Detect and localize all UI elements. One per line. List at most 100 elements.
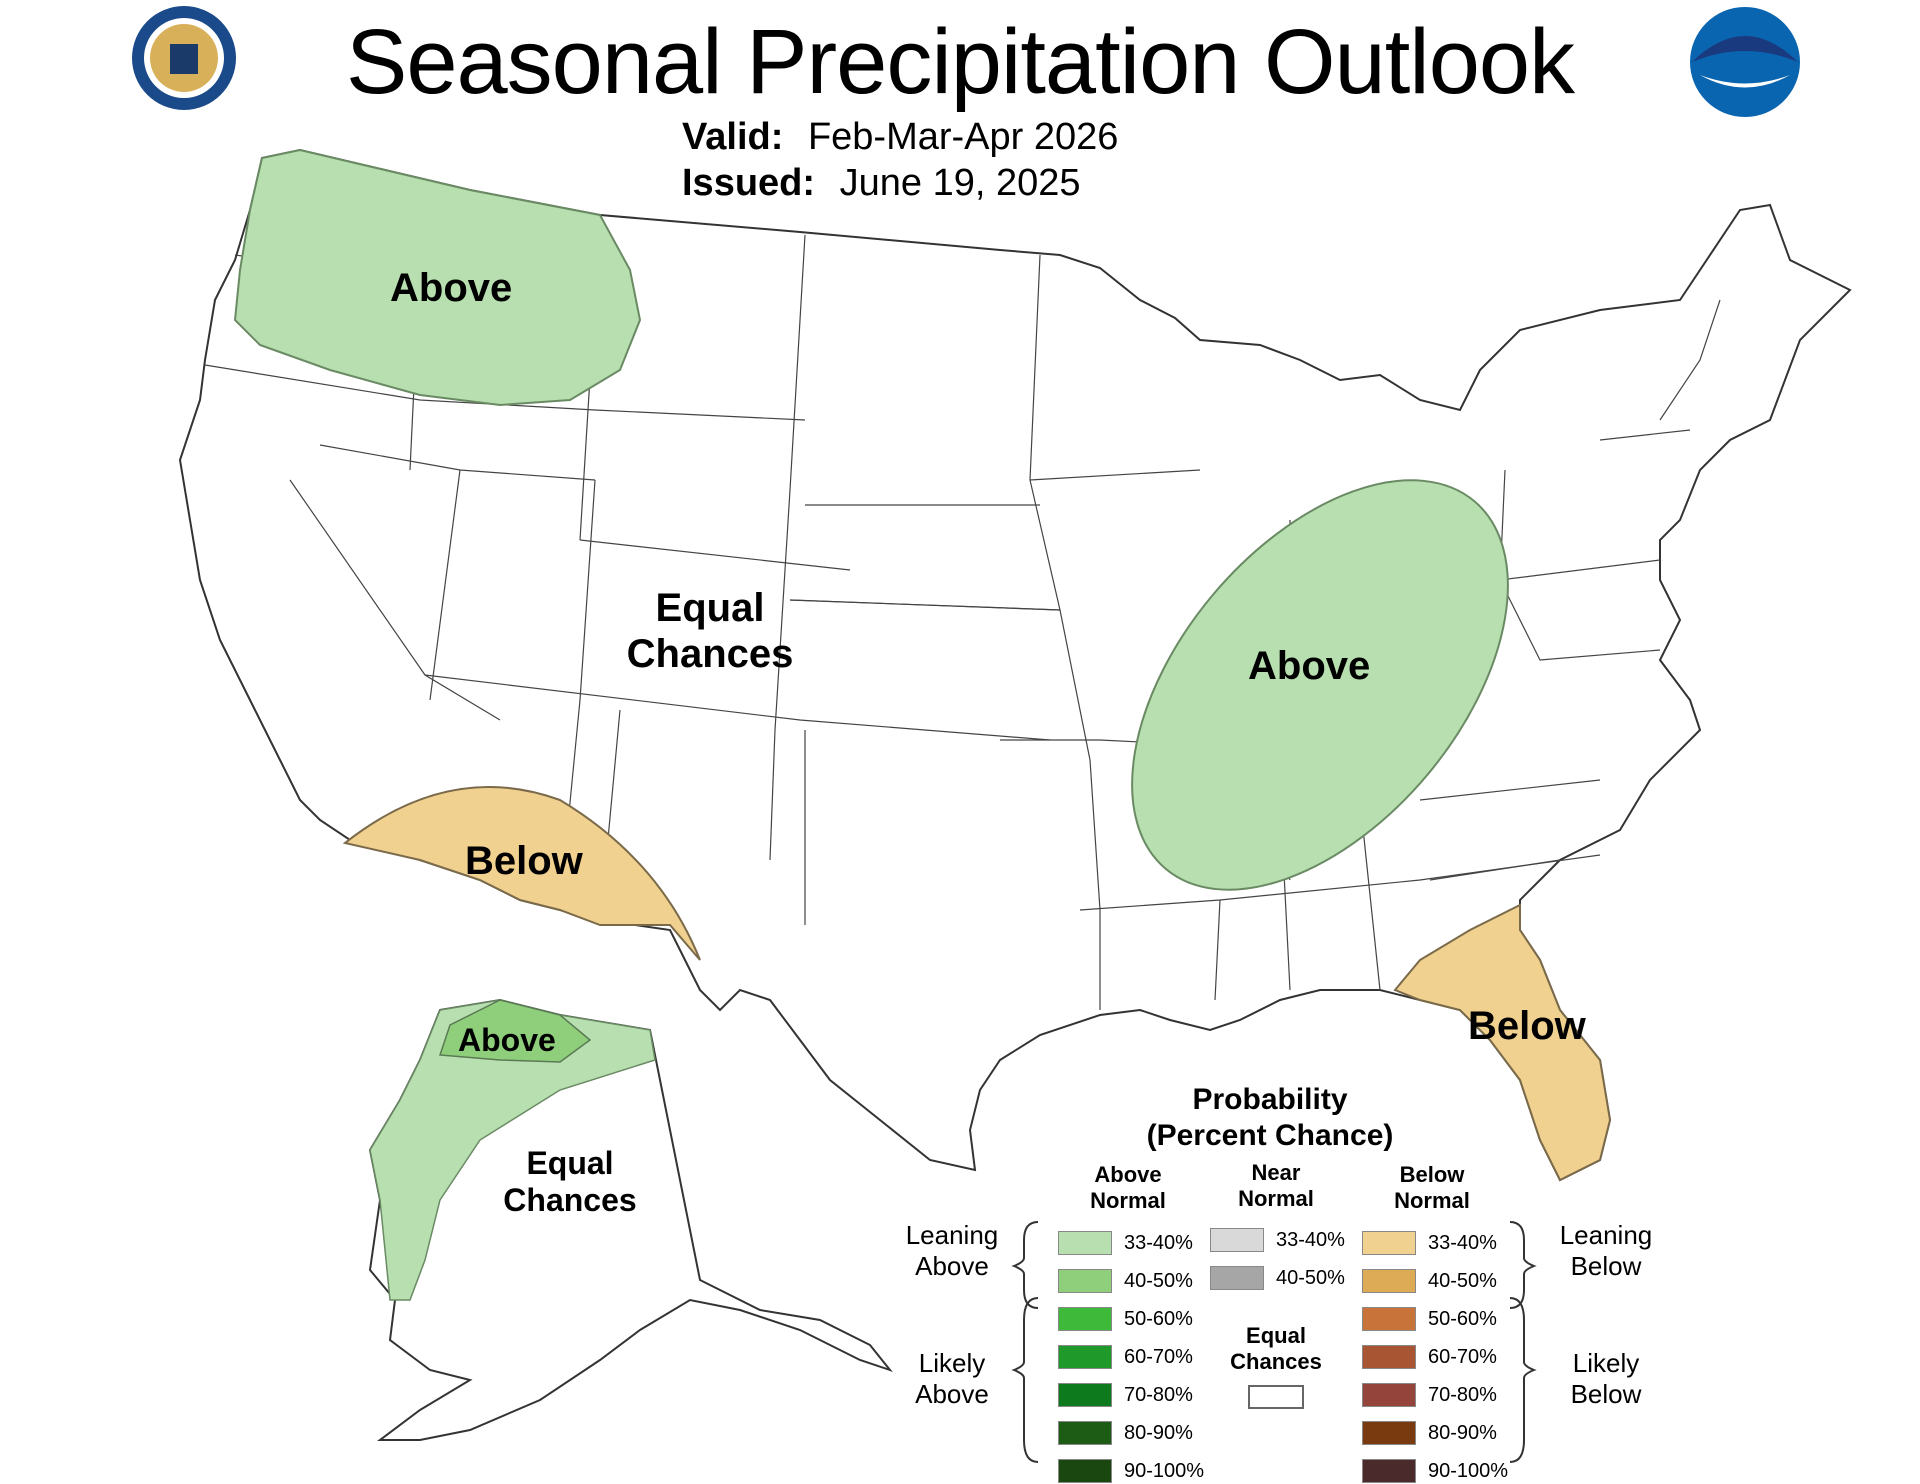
legend-below-row: 80-90% [1362,1420,1497,1446]
region-southwest-below [342,786,701,961]
label-west: Equal Chances [626,586,794,676]
legend-below-range-label: 50-60% [1428,1307,1497,1330]
legend-above-row: 80-90% [1058,1420,1193,1446]
legend-above-row: 60-70% [1058,1344,1193,1370]
region-northwest-above [233,148,642,407]
legend-below-swatch [1362,1383,1416,1407]
above-head-line2: Normal [1090,1188,1166,1214]
legend-above-row: 50-60% [1058,1306,1193,1332]
likely-above-line1: Likely [918,1348,986,1378]
page-title: Seasonal Precipitation Outlook [345,11,1575,113]
leaning-below-line2: Below [1570,1251,1642,1282]
legend-below-swatch [1362,1307,1416,1331]
legend-above-swatch [1058,1269,1112,1293]
region-ohio-valley-above [1131,479,1509,891]
legend-below-range-label: 40-50% [1428,1269,1497,1292]
legend-title-line2: (Percent Chance) [1146,1119,1394,1152]
legend-above-row: 90-100% [1058,1458,1204,1484]
legend-above-swatch [1058,1421,1112,1445]
valid-label: Valid: [682,116,784,158]
equal-chances-legend-label: Equal Chances [1216,1323,1336,1376]
equal-line1: Equal [1246,1323,1306,1348]
legend-below-range-label: 70-80% [1428,1383,1497,1406]
legend-above-swatch [1058,1345,1112,1369]
likely-above-label: Likely Above [892,1348,1012,1410]
commerce-seal [132,6,236,110]
legend-above-row: 33-40% [1058,1230,1193,1256]
legend-braces [1011,1221,1537,1463]
equal-chances-swatch [1248,1385,1304,1409]
label-alaska-interior: Equal Chances [503,1145,637,1218]
equal-line2: Chances [1230,1349,1322,1375]
below-normal-head: Below Normal [1372,1162,1492,1215]
leaning-below-label: Leaning Below [1546,1220,1666,1282]
leaning-above-label: Leaning Above [892,1220,1012,1282]
issued-value: June 19, 2025 [839,162,1081,204]
legend-near-swatch [1210,1266,1264,1290]
label-florida: Below [1468,1004,1586,1048]
legend-near-range-label: 33-40% [1276,1228,1345,1251]
legend-above-range-label: 33-40% [1124,1231,1193,1254]
legend-below-swatch [1362,1269,1416,1293]
legend-above-swatch [1058,1307,1112,1331]
label-northwest: Above [390,266,513,310]
legend-above-swatch [1058,1383,1112,1407]
legend-above-row: 40-50% [1058,1268,1193,1294]
near-head-line1: Near [1251,1160,1301,1185]
likely-below-line1: Likely [1572,1348,1640,1378]
label-southwest: Below [465,839,583,883]
legend-near-row: 33-40% [1210,1227,1345,1253]
above-normal-head: Above Normal [1068,1162,1188,1215]
legend-above-swatch [1058,1231,1112,1255]
legend-above-range-label: 70-80% [1124,1383,1193,1406]
valid-value: Feb-Mar-Apr 2026 [807,116,1119,158]
legend-below-row: 40-50% [1362,1268,1497,1294]
legend-above-range-label: 40-50% [1124,1269,1193,1292]
below-head-line2: Normal [1394,1188,1470,1214]
below-head-line1: Below [1399,1162,1465,1187]
issued-label: Issued: [682,162,816,204]
legend-below-range-label: 90-100% [1428,1459,1509,1482]
label-ohio-valley: Above [1248,644,1371,688]
legend-below-row: 60-70% [1362,1344,1497,1370]
leaning-above-line2: Above [915,1251,989,1282]
legend-below-swatch [1362,1459,1416,1483]
noaa-logo [1690,7,1800,117]
legend-above-swatch [1058,1459,1112,1483]
likely-below-line2: Below [1570,1379,1642,1410]
likely-above-line2: Above [915,1379,989,1410]
legend-above-range-label: 90-100% [1124,1459,1205,1482]
valid-row: Valid: Feb-Mar-Apr 2026 [682,116,1118,159]
legend-title-line1: Probability [1192,1083,1348,1116]
legend-title: Probability (Percent Chance) [1120,1082,1420,1154]
legend-near-row: 40-50% [1210,1265,1345,1291]
legend-below-row: 33-40% [1362,1230,1497,1256]
region-florida-below [1393,903,1612,1182]
near-normal-head: Near Normal [1216,1160,1336,1213]
legend-below-range-label: 60-70% [1428,1345,1497,1368]
leaning-below-line1: Leaning [1559,1220,1653,1250]
legend-below-swatch [1362,1345,1416,1369]
issued-row: Issued: June 19, 2025 [682,162,1081,205]
legend-below-row: 70-80% [1362,1382,1497,1408]
legend-near-range-label: 40-50% [1276,1266,1345,1289]
legend-below-row: 90-100% [1362,1458,1508,1484]
legend-below-swatch [1362,1231,1416,1255]
leaning-above-line1: Leaning [905,1220,999,1250]
legend-below-swatch [1362,1421,1416,1445]
legend-below-range-label: 80-90% [1428,1421,1497,1444]
legend-below-row: 50-60% [1362,1306,1497,1332]
label-alaska-north: Above [458,1022,556,1058]
legend-above-row: 70-80% [1058,1382,1193,1408]
legend-above-range-label: 50-60% [1124,1307,1193,1330]
above-head-line1: Above [1094,1162,1162,1187]
legend-above-range-label: 60-70% [1124,1345,1193,1368]
region-alaska-north-above [438,999,592,1063]
legend-below-range-label: 33-40% [1428,1231,1497,1254]
near-head-line2: Normal [1238,1186,1314,1212]
legend-above-range-label: 80-90% [1124,1421,1193,1444]
legend-near-swatch [1210,1228,1264,1252]
likely-below-label: Likely Below [1546,1348,1666,1410]
